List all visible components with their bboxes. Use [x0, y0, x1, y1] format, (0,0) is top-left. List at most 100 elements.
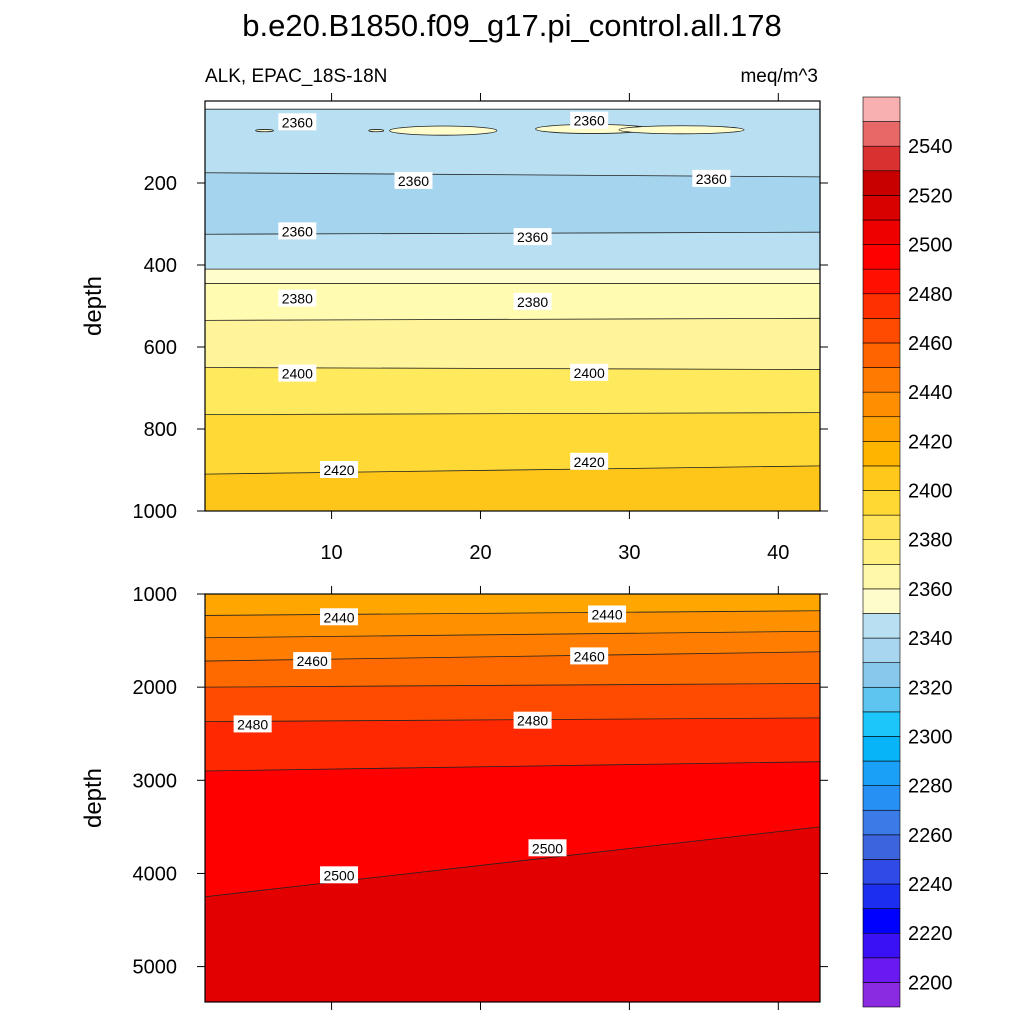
- colorbar-swatch: [862, 195, 901, 221]
- colorbar-swatch: [862, 613, 901, 639]
- contour-label: 2480: [517, 713, 548, 729]
- contour-label-box: [278, 113, 317, 131]
- y-axis-label: depth: [80, 276, 107, 336]
- contour-label: 2380: [282, 291, 313, 307]
- y-tick-label: 800: [144, 419, 177, 441]
- units-subtitle: meq/m^3: [740, 66, 818, 87]
- x-tick-label: 40: [767, 542, 789, 564]
- contour-label-box: [233, 715, 272, 733]
- contour-line: [204, 826, 821, 898]
- colorbar-swatch: [862, 760, 901, 786]
- contour-label: 2360: [517, 229, 548, 245]
- colorbar-swatch: [862, 932, 901, 959]
- contour-fill-band: [205, 826, 820, 1002]
- colorbar-swatch: [862, 416, 901, 442]
- colorbar-label: 2280: [908, 776, 953, 798]
- contour-label-box: [278, 364, 317, 382]
- colorbar-label: 2260: [908, 825, 953, 847]
- colorbar-swatch: [862, 514, 901, 541]
- y-tick-label: 5000: [133, 957, 178, 979]
- surface-patch: [389, 125, 498, 136]
- colorbar-label: 2300: [908, 726, 953, 748]
- y-tick-label: 400: [144, 255, 177, 277]
- contour-label: 2480: [237, 716, 268, 732]
- colorbar-swatch: [862, 96, 901, 122]
- y-tick-label: 600: [144, 337, 177, 359]
- contour-label-box: [570, 452, 609, 470]
- contour-label: 2500: [532, 840, 563, 856]
- colorbar-swatch: [862, 490, 901, 516]
- contour-label: 2360: [696, 171, 727, 187]
- variable-subtitle: ALK, EPAC_18S-18N: [205, 66, 387, 87]
- contour-fill-band: [205, 465, 820, 511]
- contour-label: 2420: [574, 454, 605, 470]
- contour-line: [204, 610, 821, 616]
- colorbar-swatch: [862, 785, 901, 811]
- contour-line: [204, 412, 821, 416]
- colorbar-swatch: [862, 834, 901, 860]
- colorbar-swatch: [862, 662, 901, 688]
- y-tick-label: 2000: [133, 677, 178, 699]
- contour-line: [204, 465, 821, 475]
- contour-label: 2400: [574, 365, 605, 381]
- contour-label-box: [320, 461, 359, 478]
- y-axis-label: depth: [80, 768, 107, 828]
- contour-label: 2420: [323, 462, 354, 478]
- colorbar-label: 2480: [908, 284, 953, 306]
- contour-line: [204, 761, 821, 772]
- colorbar-label: 2400: [908, 481, 953, 503]
- colorbar-swatch: [862, 293, 901, 319]
- colorbar-swatch: [862, 121, 901, 147]
- colorbar-label: 2420: [908, 431, 953, 453]
- colorbar-swatch: [862, 859, 901, 885]
- contour-label-box: [528, 839, 567, 857]
- colorbar-label: 2520: [908, 185, 953, 207]
- colorbar-swatch: [862, 563, 901, 590]
- contour-label-box: [513, 711, 552, 729]
- colorbar-label: 2220: [908, 923, 953, 945]
- colorbar-swatch: [862, 957, 901, 983]
- x-tick-label: 30: [618, 542, 640, 564]
- colorbar-label: 2460: [908, 333, 953, 355]
- y-tick-label: 200: [144, 173, 177, 195]
- x-tick-label: 20: [469, 542, 491, 564]
- colorbar-swatch: [862, 588, 901, 614]
- colorbar-swatch: [862, 342, 901, 368]
- colorbar-swatch: [862, 367, 901, 393]
- colorbar-label: 2380: [908, 530, 953, 552]
- colorbar-label: 2320: [908, 677, 953, 699]
- y-tick-label: 4000: [133, 863, 178, 885]
- surface-patch: [618, 125, 745, 135]
- lower-contour-panel: 2440 2440 2460 2460 2480 2480 2500 2500 1000 2000…: [80, 584, 828, 1010]
- panel-frame: [204, 593, 821, 1003]
- contour-label: 2440: [323, 609, 354, 625]
- colorbar-swatch: [862, 809, 901, 836]
- colorbar-swatch: [862, 219, 901, 245]
- contour-label: 2460: [297, 653, 328, 669]
- colorbar-swatch: [862, 244, 901, 270]
- contour-label-box: [692, 169, 731, 187]
- colorbar-swatch: [862, 145, 901, 172]
- contour-label-box: [394, 171, 433, 189]
- upper-contour-panel: 2360 2360 2360 2360 2360 2360 2380 2380 2400 2400…: [80, 93, 828, 564]
- colorbar-swatch: [862, 465, 901, 491]
- contour-label-box: [513, 292, 552, 310]
- colorbar-swatch: [862, 268, 901, 295]
- contour-label-box: [588, 605, 627, 623]
- contour-label-box: [320, 866, 359, 884]
- contour-label: 2500: [323, 867, 354, 883]
- colorbar-label: 2360: [908, 579, 953, 601]
- colorbar-label: 2340: [908, 628, 953, 650]
- contour-label: 2380: [517, 294, 548, 310]
- contour-label-box: [320, 608, 359, 626]
- colorbar-swatch: [862, 441, 901, 467]
- colorbar-label: 2440: [908, 382, 953, 404]
- colorbar-swatch: [862, 883, 901, 909]
- contour-label-box: [513, 228, 552, 246]
- colorbar-label: 2540: [908, 136, 953, 158]
- contour-label-box: [293, 652, 332, 670]
- contour-label-box: [278, 289, 317, 307]
- contour-label: 2360: [398, 173, 429, 189]
- colorbar-swatch: [862, 736, 901, 762]
